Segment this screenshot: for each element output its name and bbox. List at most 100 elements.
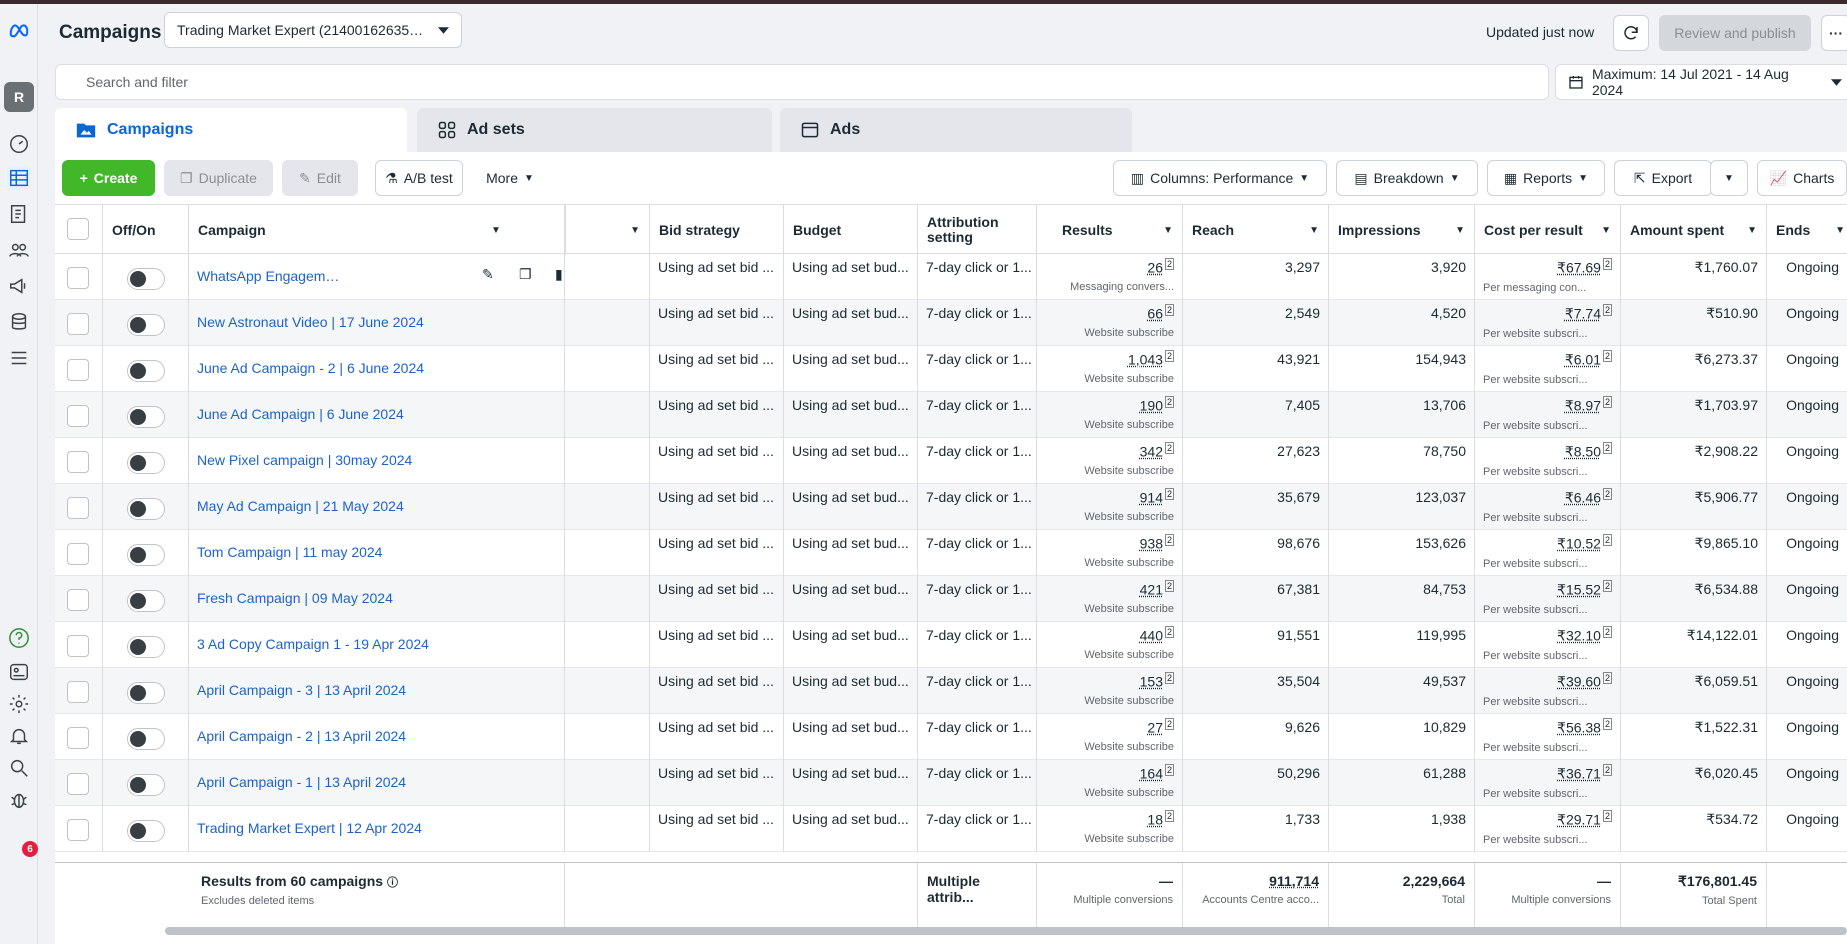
row-checkbox[interactable] [67,267,89,289]
header-select-all[interactable] [55,205,103,255]
row-checkbox[interactable] [67,727,89,749]
more-options-button[interactable]: ··· [1821,15,1847,51]
header-results[interactable]: Results ▼ [1037,205,1183,255]
cpr-value[interactable]: ₹7.74 [1564,305,1601,322]
gear-icon[interactable] [7,692,31,716]
results-value[interactable]: 421 [1139,581,1163,598]
campaign-name-link[interactable]: June Ad Campaign | 6 June 2024 [197,406,404,422]
campaign-toggle[interactable] [127,590,165,612]
horizontal-scrollbar[interactable] [165,927,1847,935]
table-row[interactable]: Fresh Campaign | 09 May 2024 Using ad set… [55,576,1847,622]
search-input[interactable] [84,73,1520,91]
table-grid-icon[interactable] [7,166,31,190]
header-campaign[interactable]: Campaign ▼ [189,205,565,255]
campaign-name-link[interactable]: New Pixel campaign | 30may 2024 [197,452,413,468]
results-value[interactable]: 18 [1147,811,1163,828]
campaign-name-link[interactable]: Trading Market Expert | 12 Apr 2024 [197,820,422,836]
campaign-name-link[interactable]: New Astronaut Video | 17 June 2024 [197,314,424,330]
table-row[interactable]: May Ad Campaign | 21 May 2024 Using ad se… [55,484,1847,530]
reports-button[interactable]: ▦ Reports ▼ [1487,160,1605,196]
header-amount-spent[interactable]: Amount spent ▼ [1621,205,1767,255]
cpr-value[interactable]: ₹67.69 [1557,259,1601,276]
header-ends[interactable]: Ends ▼ [1767,205,1847,255]
header-cost-per-result[interactable]: Cost per result ▼ [1475,205,1621,255]
account-selector[interactable]: Trading Market Expert (21400162635… [164,12,462,48]
header-off-on[interactable]: Off/On [103,205,189,255]
campaign-toggle[interactable] [127,682,165,704]
results-value[interactable]: 164 [1139,765,1163,782]
row-checkbox[interactable] [67,405,89,427]
row-checkbox[interactable] [67,773,89,795]
results-value[interactable]: 27 [1147,719,1163,736]
news-feed-icon[interactable] [7,660,31,684]
results-value[interactable]: 342 [1139,443,1163,460]
campaign-name-link[interactable]: April Campaign - 3 | 13 April 2024 [197,682,407,698]
row-checkbox[interactable] [67,451,89,473]
campaign-toggle[interactable] [127,728,165,750]
row-checkbox[interactable] [67,543,89,565]
duplicate-icon[interactable]: ❐ [519,266,532,282]
table-row[interactable]: New Pixel campaign | 30may 2024 Using ad … [55,438,1847,484]
database-icon[interactable] [7,310,31,334]
tab-campaigns[interactable]: Campaigns [55,108,407,152]
audience-icon[interactable] [7,238,31,262]
campaign-name-link[interactable]: 3 Ad Copy Campaign 1 - 19 Apr 2024 [197,636,429,652]
campaign-toggle[interactable] [127,544,165,566]
edit-button[interactable]: ✎ Edit [282,160,358,196]
cpr-value[interactable]: ₹6.46 [1564,489,1601,506]
table-row[interactable]: April Campaign - 2 | 13 April 2024 Using … [55,714,1847,760]
table-row[interactable]: Tom Campaign | 11 may 2024 Using ad set b… [55,530,1847,576]
header-hidden-col[interactable]: ▼ [565,205,650,255]
menu-icon[interactable] [7,346,31,370]
results-value[interactable]: 190 [1139,397,1163,414]
row-checkbox[interactable] [67,681,89,703]
cpr-value[interactable]: ₹15.52 [1557,581,1601,598]
ab-test-button[interactable]: ⚗ A/B test [375,160,463,196]
header-budget[interactable]: Budget [784,205,918,255]
cpr-value[interactable]: ₹56.38 [1557,719,1601,736]
row-checkbox[interactable] [67,359,89,381]
table-row[interactable]: April Campaign - 1 | 13 April 2024 Using … [55,760,1847,806]
cpr-value[interactable]: ₹32.10 [1557,627,1601,644]
campaign-toggle[interactable] [127,498,165,520]
date-range-picker[interactable]: Maximum: 14 Jul 2021 - 14 Aug 2024 [1555,64,1847,100]
cpr-value[interactable]: ₹6.01 [1564,351,1601,368]
more-button[interactable]: More ▼ [475,160,545,196]
bug-icon[interactable] [7,788,31,812]
table-row[interactable]: April Campaign - 3 | 13 April 2024 Using … [55,668,1847,714]
campaign-name-link[interactable]: Tom Campaign | 11 may 2024 [197,544,383,560]
pages-icon[interactable] [7,202,31,226]
tab-ad-sets[interactable]: Ad sets [417,108,772,152]
pencil-icon[interactable]: ✎ [482,266,494,282]
select-all-checkbox[interactable] [67,218,89,240]
table-row[interactable]: June Ad Campaign | 6 June 2024 Using ad s… [55,392,1847,438]
bar-chart-icon[interactable]: ▮▮ [555,266,564,282]
cpr-value[interactable]: ₹8.97 [1564,397,1601,414]
results-value[interactable]: 153 [1139,673,1163,690]
breakdown-button[interactable]: ▤ Breakdown ▼ [1336,160,1478,196]
row-checkbox[interactable] [67,313,89,335]
avatar[interactable]: R [4,82,34,112]
campaign-toggle[interactable] [127,314,165,336]
search-icon[interactable] [7,756,31,780]
row-checkbox[interactable] [67,589,89,611]
campaign-toggle[interactable] [127,452,165,474]
cpr-value[interactable]: ₹29.71 [1557,811,1601,828]
campaign-name-link[interactable]: June Ad Campaign - 2 | 6 June 2024 [197,360,425,376]
campaign-name-link[interactable]: WhatsApp Engagem… [197,268,340,284]
table-row[interactable]: Trading Market Expert | 12 Apr 2024 Using… [55,806,1847,852]
row-checkbox[interactable] [67,497,89,519]
campaign-name-link[interactable]: Fresh Campaign | 09 May 2024 [197,590,393,606]
campaign-toggle[interactable] [127,268,165,290]
header-impressions[interactable]: Impressions ▼ [1329,205,1475,255]
campaign-toggle[interactable] [127,636,165,658]
row-checkbox[interactable] [67,819,89,841]
results-value[interactable]: 440 [1139,627,1163,644]
campaign-name-link[interactable]: April Campaign - 1 | 13 April 2024 [197,774,407,790]
review-publish-button[interactable]: Review and publish [1659,15,1811,51]
export-dropdown-button[interactable]: ▼ [1710,160,1748,196]
bell-icon[interactable] [7,724,31,748]
results-value[interactable]: 66 [1147,305,1163,322]
cpr-value[interactable]: ₹36.71 [1557,765,1601,782]
export-button[interactable]: ⇱ Export [1614,160,1712,196]
